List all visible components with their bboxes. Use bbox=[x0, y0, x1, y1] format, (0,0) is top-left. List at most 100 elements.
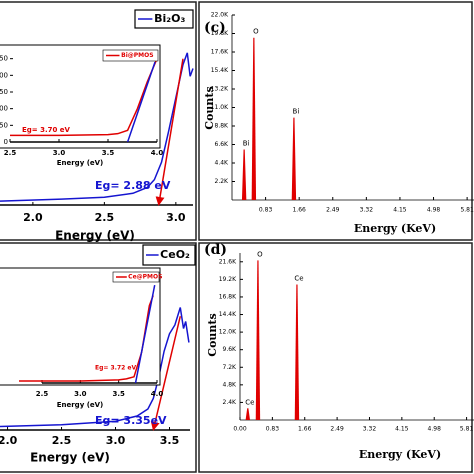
y-tick-label: 16.8K bbox=[219, 293, 237, 300]
x-axis-label: Energy (eV) bbox=[30, 451, 110, 465]
x-tick-label: 4.98 bbox=[428, 426, 442, 433]
legend-box bbox=[142, 244, 196, 266]
x-tick-label: 2.5 bbox=[52, 434, 72, 447]
x-tick-label: 1.66 bbox=[292, 207, 306, 214]
x-tick-label: 2.5 bbox=[95, 211, 115, 224]
x-axis-label: Energy (eV) bbox=[55, 229, 135, 243]
x-tick-label: 0.00 bbox=[233, 426, 247, 433]
x-tick-label: 0.83 bbox=[259, 207, 273, 214]
x-tick-label: 2.0 bbox=[23, 211, 43, 224]
legend-box bbox=[134, 9, 194, 29]
peak-label: Bi bbox=[293, 108, 300, 116]
x-tick-label: 2.5 bbox=[36, 390, 49, 398]
fit-line bbox=[155, 58, 184, 206]
data-line bbox=[19, 295, 154, 382]
x-tick-label: 3.0 bbox=[166, 211, 186, 224]
x-tick-label: 4.15 bbox=[395, 426, 409, 433]
y-tick-label: 4.4K bbox=[215, 160, 230, 167]
panel-label: (c) bbox=[204, 20, 226, 36]
y-tick-label: 19.8K bbox=[211, 30, 229, 37]
fit-line bbox=[126, 61, 156, 143]
x-tick-label: 2.5 bbox=[4, 149, 17, 157]
legend-label: Bi@PMOS bbox=[121, 52, 153, 59]
data-line bbox=[0, 307, 190, 428]
y-tick-label: 100 bbox=[0, 105, 8, 113]
data-line bbox=[0, 52, 194, 202]
annotation: Eg= 3.72 eV bbox=[95, 365, 136, 372]
peak bbox=[255, 260, 261, 420]
panel-frame bbox=[0, 1, 197, 241]
x-tick-label: 3.0 bbox=[106, 434, 126, 447]
x-tick-label: 3.0 bbox=[53, 149, 66, 157]
x-tick-label: 2.0 bbox=[0, 434, 18, 447]
peak-label: Ce bbox=[294, 274, 303, 282]
x-tick-label: 4.15 bbox=[393, 207, 407, 214]
x-axis-label: Energy (eV) bbox=[57, 159, 104, 167]
x-tick-label: 3.5 bbox=[102, 149, 115, 157]
peak-label: O bbox=[257, 250, 263, 258]
x-tick-label: 4.0 bbox=[151, 390, 164, 398]
annotation: Eg= 3.70 eV bbox=[22, 126, 71, 134]
y-tick-label: 22.0K bbox=[211, 12, 229, 19]
y-tick-label: 21.6K bbox=[219, 258, 237, 265]
y-tick-label: 0 bbox=[4, 138, 8, 146]
y-tick-label: 12.0K bbox=[219, 329, 237, 336]
y-tick-label: 14.4K bbox=[219, 311, 237, 318]
y-axis-label: Counts bbox=[203, 86, 216, 129]
legend-box bbox=[112, 271, 160, 283]
legend-label: Bi₂O₃ bbox=[154, 12, 185, 25]
fit-line bbox=[134, 285, 156, 384]
y-tick-label: 8.8K bbox=[215, 123, 230, 130]
x-tick-label: 2.49 bbox=[326, 207, 340, 214]
y-tick-label: 50 bbox=[0, 121, 8, 129]
x-tick-label: 3.5 bbox=[112, 390, 125, 398]
y-tick-label: 2.2K bbox=[215, 178, 230, 185]
x-tick-label: 4.0 bbox=[151, 149, 164, 157]
y-tick-label: 150 bbox=[0, 88, 8, 96]
x-tick-label: 5.81 bbox=[460, 426, 474, 433]
peak bbox=[251, 37, 257, 200]
inset-frame bbox=[0, 44, 161, 149]
x-tick-label: 4.98 bbox=[427, 207, 441, 214]
y-tick-label: 9.6K bbox=[223, 346, 238, 353]
peak bbox=[294, 284, 300, 420]
annotation: Eg= 3.35eV bbox=[95, 414, 167, 427]
legend-box bbox=[102, 49, 159, 62]
y-tick-label: 4.8K bbox=[223, 381, 238, 388]
x-tick-label: 2.49 bbox=[330, 426, 344, 433]
x-tick-label: 0.83 bbox=[266, 426, 280, 433]
legend-label: Ce@PMOS bbox=[128, 274, 162, 281]
peak bbox=[241, 149, 247, 200]
y-axis-label: Counts bbox=[206, 313, 219, 356]
panel-label: (d) bbox=[204, 242, 227, 258]
y-tick-label: 15.4K bbox=[211, 67, 229, 74]
x-axis-label: Energy (KeV) bbox=[359, 448, 441, 461]
panel-frame bbox=[0, 242, 197, 473]
peak-label: Bi bbox=[243, 140, 250, 148]
peak-label: O bbox=[253, 28, 259, 36]
y-tick-label: 19.2K bbox=[219, 276, 237, 283]
x-tick-label: 5.81 bbox=[460, 207, 474, 214]
peak bbox=[291, 117, 297, 200]
y-tick-label: 6.6K bbox=[215, 141, 230, 148]
peak-label: Ce bbox=[245, 398, 254, 406]
x-tick-label: 3.5 bbox=[160, 434, 180, 447]
inset-frame bbox=[0, 267, 161, 386]
x-tick-label: 3.0 bbox=[74, 390, 87, 398]
panel-frame bbox=[198, 242, 473, 473]
annotation: Eg= 2.88 eV bbox=[95, 179, 171, 192]
x-axis-label: Energy (eV) bbox=[57, 401, 104, 409]
y-tick-label: 200 bbox=[0, 71, 8, 79]
y-tick-label: 17.6K bbox=[211, 49, 229, 56]
x-tick-label: 1.66 bbox=[298, 426, 312, 433]
panel-frame bbox=[198, 1, 473, 241]
fit-line bbox=[150, 316, 182, 431]
x-tick-label: 3.32 bbox=[363, 426, 377, 433]
y-tick-label: 13.2K bbox=[211, 86, 229, 93]
y-tick-label: 250 bbox=[0, 55, 8, 63]
y-tick-label: 7.2K bbox=[223, 364, 238, 371]
data-line bbox=[10, 58, 158, 137]
peak bbox=[245, 408, 250, 420]
y-tick-label: 2.4K bbox=[223, 399, 238, 406]
